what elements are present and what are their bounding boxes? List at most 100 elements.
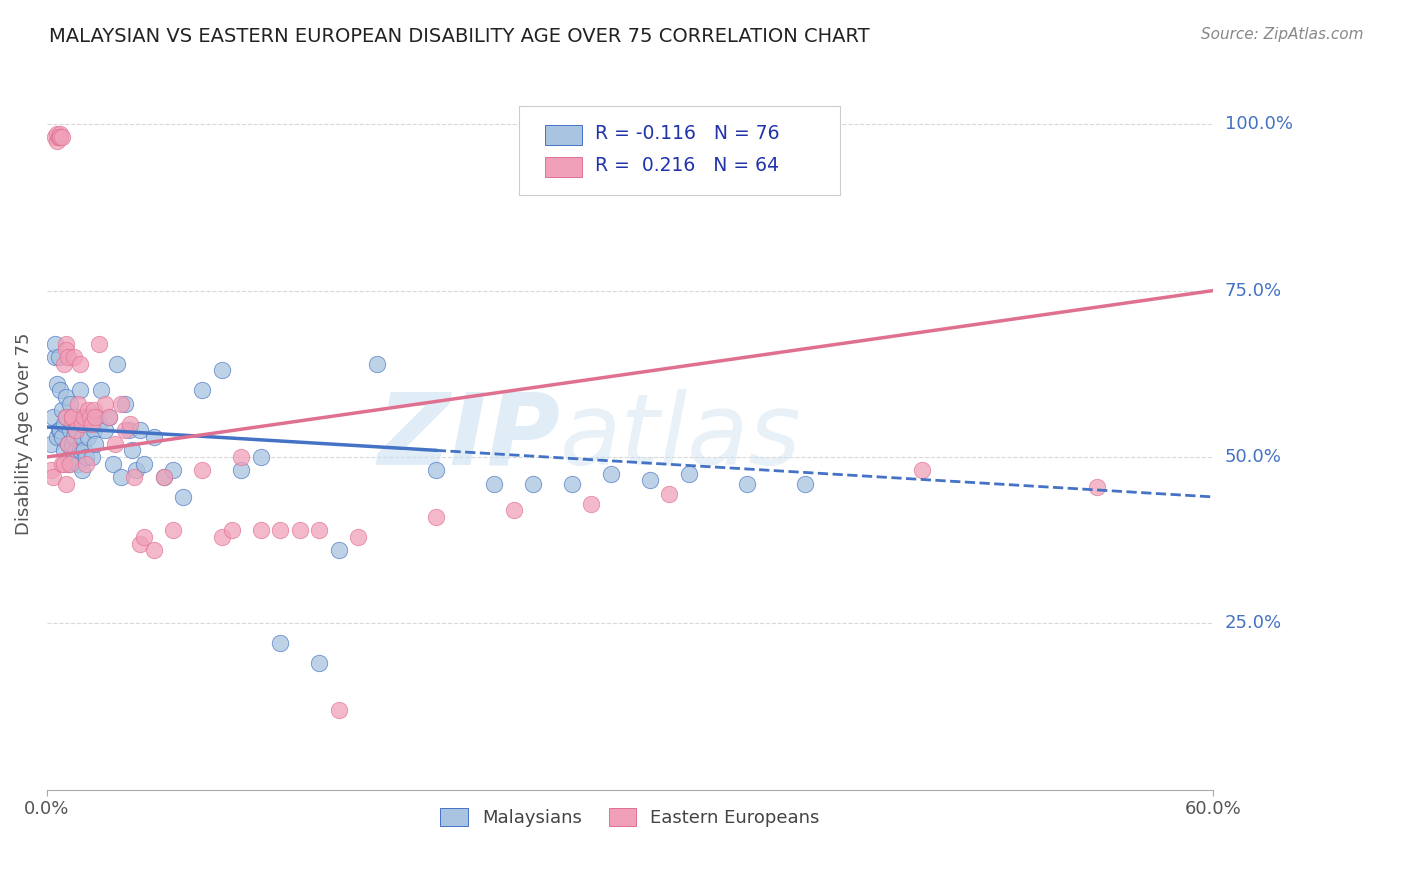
Text: MALAYSIAN VS EASTERN EUROPEAN DISABILITY AGE OVER 75 CORRELATION CHART: MALAYSIAN VS EASTERN EUROPEAN DISABILITY… xyxy=(49,27,870,45)
Point xyxy=(84,436,107,450)
Point xyxy=(581,497,603,511)
Point xyxy=(70,417,93,431)
Point xyxy=(44,350,66,364)
Point xyxy=(328,543,350,558)
Point xyxy=(231,463,253,477)
Point xyxy=(561,476,583,491)
Text: ZIP: ZIP xyxy=(377,389,560,486)
Point xyxy=(347,530,370,544)
Point xyxy=(41,470,63,484)
Point xyxy=(51,130,73,145)
Text: R = -0.116   N = 76: R = -0.116 N = 76 xyxy=(595,124,780,144)
Point xyxy=(76,403,98,417)
Legend: Malaysians, Eastern Europeans: Malaysians, Eastern Europeans xyxy=(433,800,827,834)
Point xyxy=(58,436,80,450)
Point xyxy=(55,343,77,358)
Point xyxy=(105,357,128,371)
Point xyxy=(83,423,105,437)
Point xyxy=(53,417,76,431)
Point xyxy=(735,476,758,491)
Point xyxy=(89,336,111,351)
Point xyxy=(59,423,82,437)
Point xyxy=(55,336,77,351)
Point xyxy=(49,130,72,145)
Text: R =  0.216   N = 64: R = 0.216 N = 64 xyxy=(595,156,779,176)
Point xyxy=(114,423,136,437)
Point xyxy=(48,350,70,364)
Point xyxy=(44,130,66,145)
Point xyxy=(101,457,124,471)
Point xyxy=(599,467,621,481)
Point xyxy=(45,134,67,148)
Point xyxy=(191,463,214,477)
Point xyxy=(142,543,165,558)
Point xyxy=(73,410,96,425)
Point xyxy=(70,430,93,444)
Point xyxy=(73,443,96,458)
Point xyxy=(1085,480,1108,494)
Point xyxy=(211,530,233,544)
FancyBboxPatch shape xyxy=(546,157,582,178)
Point xyxy=(482,476,505,491)
Point xyxy=(55,390,77,404)
Point xyxy=(45,376,67,391)
Text: 100.0%: 100.0% xyxy=(1225,115,1292,133)
Point xyxy=(48,423,70,437)
Point xyxy=(80,417,103,431)
Point xyxy=(59,457,82,471)
Point xyxy=(39,463,62,477)
Point xyxy=(117,423,139,437)
Point xyxy=(60,417,83,431)
Point xyxy=(502,503,524,517)
Point xyxy=(172,490,194,504)
Text: 25.0%: 25.0% xyxy=(1225,615,1282,632)
Point xyxy=(162,463,184,477)
Point xyxy=(48,130,70,145)
Point xyxy=(98,410,121,425)
Point xyxy=(69,384,91,398)
Point xyxy=(522,476,544,491)
Point xyxy=(94,397,117,411)
Text: Source: ZipAtlas.com: Source: ZipAtlas.com xyxy=(1201,27,1364,42)
Point xyxy=(66,457,89,471)
Point xyxy=(66,397,89,411)
Text: 75.0%: 75.0% xyxy=(1225,282,1282,300)
Point xyxy=(69,357,91,371)
Point xyxy=(70,463,93,477)
Point xyxy=(425,509,447,524)
Point xyxy=(114,397,136,411)
Point xyxy=(53,457,76,471)
Point xyxy=(39,436,62,450)
Point xyxy=(69,443,91,458)
Point xyxy=(48,130,70,145)
Point xyxy=(79,410,101,425)
Point xyxy=(269,636,291,650)
Point xyxy=(59,450,82,464)
Point xyxy=(55,410,77,425)
Point xyxy=(129,423,152,437)
Point xyxy=(76,430,98,444)
Point xyxy=(162,523,184,537)
Point xyxy=(94,423,117,437)
Point xyxy=(41,410,63,425)
Point xyxy=(49,127,72,141)
Point xyxy=(249,450,271,464)
Point xyxy=(51,430,73,444)
Point xyxy=(51,457,73,471)
Point xyxy=(80,450,103,464)
Point xyxy=(65,423,87,437)
Point xyxy=(49,384,72,398)
Point xyxy=(45,430,67,444)
Point xyxy=(84,410,107,425)
Text: atlas: atlas xyxy=(560,389,801,486)
Point xyxy=(288,523,311,537)
Point xyxy=(121,443,143,458)
Point xyxy=(231,450,253,464)
Point xyxy=(104,436,127,450)
Point xyxy=(425,463,447,477)
Point xyxy=(55,476,77,491)
Point xyxy=(191,384,214,398)
Point xyxy=(44,336,66,351)
Point xyxy=(75,457,97,471)
Point xyxy=(49,130,72,145)
